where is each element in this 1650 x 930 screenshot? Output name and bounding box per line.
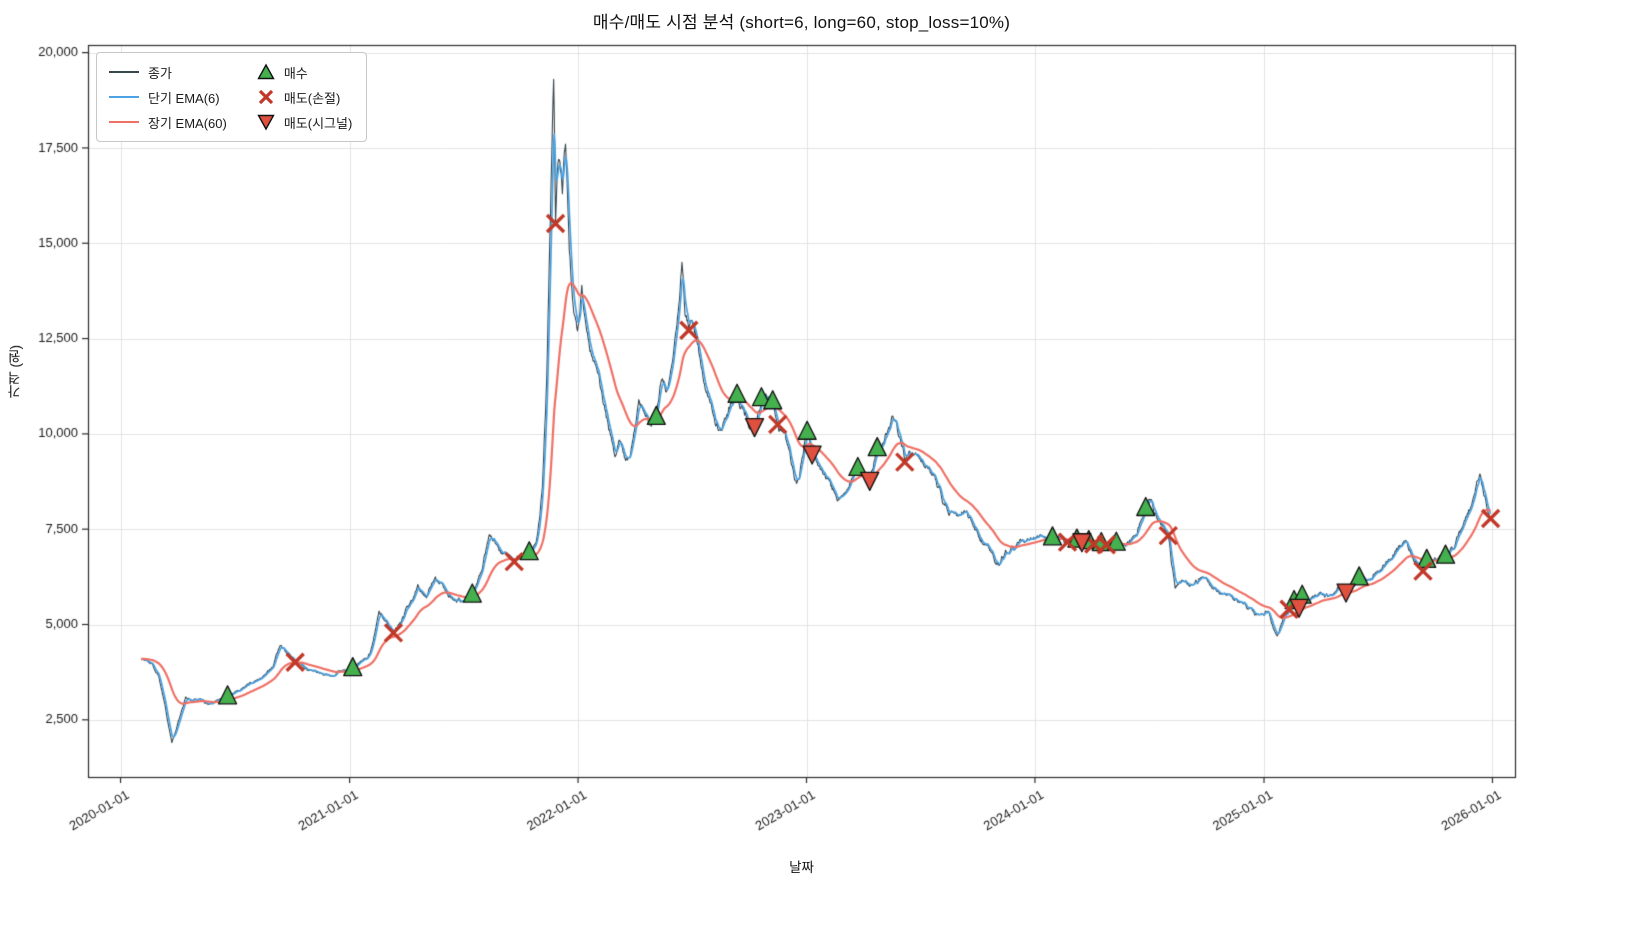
ema_short-line-swatch — [109, 96, 139, 98]
legend-item-sell_signal: 매도(시그널) — [257, 113, 352, 132]
ema_long-line-swatch — [109, 121, 139, 123]
legend-label: 장기 EMA(60) — [148, 115, 227, 131]
legend-item-ema_short: 단기 EMA(6) — [109, 88, 227, 107]
close-line-swatch — [109, 71, 139, 73]
legend-item-close: 종가 — [109, 63, 227, 82]
x-icon — [258, 89, 273, 105]
legend-label: 매수 — [283, 65, 308, 81]
legend-item-buy: 매수 — [257, 63, 352, 82]
legend-label: 단기 EMA(6) — [148, 90, 220, 106]
triangle-up-icon — [257, 63, 275, 80]
legend-label: 매도(손절) — [283, 90, 341, 106]
triangle-down-icon — [257, 114, 275, 131]
legend-label: 종가 — [148, 65, 172, 81]
legend-label: 매도(시그널) — [283, 115, 353, 131]
legend-item-ema_long: 장기 EMA(60) — [109, 113, 227, 132]
legend-item-sell_stop: 매도(손절) — [257, 88, 352, 107]
chart-title: 매수/매도 시점 분석 (short=6, long=60, stop_loss… — [592, 13, 1011, 32]
x-axis-label: 날짜 — [789, 860, 814, 875]
y-axis-label: 가격 (원) — [8, 345, 23, 399]
